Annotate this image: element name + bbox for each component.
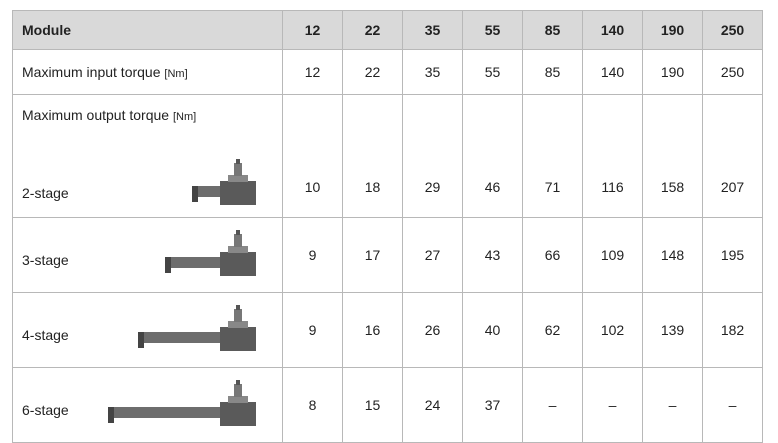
value-cell: 37 (462, 367, 523, 443)
value-cell: 12 (282, 49, 343, 95)
row-label: Maximum input torque [Nm] (12, 49, 283, 95)
output-label: Maximum output torque [Nm] (22, 107, 196, 123)
value-cell: 16 (342, 292, 403, 368)
stage-row: 3-stage 9 17 27 43 66 109 148 195 (12, 217, 763, 293)
value-cell: 62 (522, 292, 583, 368)
value-cell: – (582, 367, 643, 443)
value-cell: 9 (282, 217, 343, 293)
value-cell: 140 (582, 49, 643, 95)
row-label: 3-stage (12, 217, 283, 293)
value-cell: 46 (462, 94, 523, 218)
value-cell: 190 (642, 49, 703, 95)
stage-row: Maximum output torque [Nm] 2-stage 10 18 29 4… (12, 94, 763, 218)
value-cell: 102 (582, 292, 643, 368)
value-cell: 10 (282, 94, 343, 218)
stage-label: 2-stage (22, 185, 69, 201)
value-cell: 182 (702, 292, 763, 368)
torque-table: Module 12 22 35 55 85 140 190 250 Maximum input t… (12, 10, 763, 443)
value-cell: 40 (462, 292, 523, 368)
value-cell: 85 (522, 49, 583, 95)
value-cell: 195 (702, 217, 763, 293)
value-cell: – (702, 367, 763, 443)
header-cell: 35 (402, 10, 463, 50)
stage-label: 4-stage (22, 327, 69, 343)
value-cell: 250 (702, 49, 763, 95)
unit: [Nm] (164, 68, 188, 80)
value-cell: – (522, 367, 583, 443)
value-cell: 8 (282, 367, 343, 443)
gearbox-image (192, 159, 256, 205)
unit: [Nm] (172, 111, 197, 123)
value-cell: 66 (522, 217, 583, 293)
header-cell: 22 (342, 10, 403, 50)
gearbox-image (165, 230, 256, 276)
header-cell: 85 (522, 10, 583, 50)
row-label: 6-stage (12, 367, 283, 443)
stage-row: 4-stage 9 16 26 40 62 102 139 182 (12, 292, 763, 368)
value-cell: 207 (702, 94, 763, 218)
header-cell: 250 (702, 10, 763, 50)
value-cell: 43 (462, 217, 523, 293)
value-cell: 22 (342, 49, 403, 95)
gearbox-image (138, 305, 256, 351)
stage-label: 3-stage (22, 252, 69, 268)
value-cell: 116 (582, 94, 643, 218)
value-cell: 15 (342, 367, 403, 443)
label-text: Maximum input torque (22, 64, 161, 80)
label-text: Maximum output torque (22, 107, 170, 123)
stage-row: 6-stage 8 15 24 37– – – – (12, 367, 763, 443)
value-cell: – (642, 367, 703, 443)
value-cell: 27 (402, 217, 463, 293)
table-body: Module 12 22 35 55 85 140 190 250 Maximum input t… (12, 10, 763, 443)
gearbox-image (108, 380, 256, 426)
value-cell: 29 (402, 94, 463, 218)
row-label: 4-stage (12, 292, 283, 368)
header-cell: 12 (282, 10, 343, 50)
value-cell: 109 (582, 217, 643, 293)
header-cell: 190 (642, 10, 703, 50)
stage-label: 6-stage (22, 402, 69, 418)
page: Module 12 22 35 55 85 140 190 250 Maximum input t… (12, 10, 763, 443)
value-cell: 35 (402, 49, 463, 95)
row-label: Maximum output torque [Nm] 2-stage (12, 94, 283, 218)
value-cell: 158 (642, 94, 703, 218)
value-cell: 17 (342, 217, 403, 293)
value-cell: 24 (402, 367, 463, 443)
value-cell: 148 (642, 217, 703, 293)
value-cell: 139 (642, 292, 703, 368)
value-cell: 9 (282, 292, 343, 368)
input-row: Maximum input torque [Nm] 12 22 35 55 85 140 19… (12, 49, 763, 95)
header-label: Module (12, 10, 283, 50)
header-cell: 55 (462, 10, 523, 50)
value-cell: 55 (462, 49, 523, 95)
header-cell: 140 (582, 10, 643, 50)
header-row: Module 12 22 35 55 85 140 190 250 (12, 10, 763, 50)
value-cell: 18 (342, 94, 403, 218)
value-cell: 71 (522, 94, 583, 218)
value-cell: 26 (402, 292, 463, 368)
